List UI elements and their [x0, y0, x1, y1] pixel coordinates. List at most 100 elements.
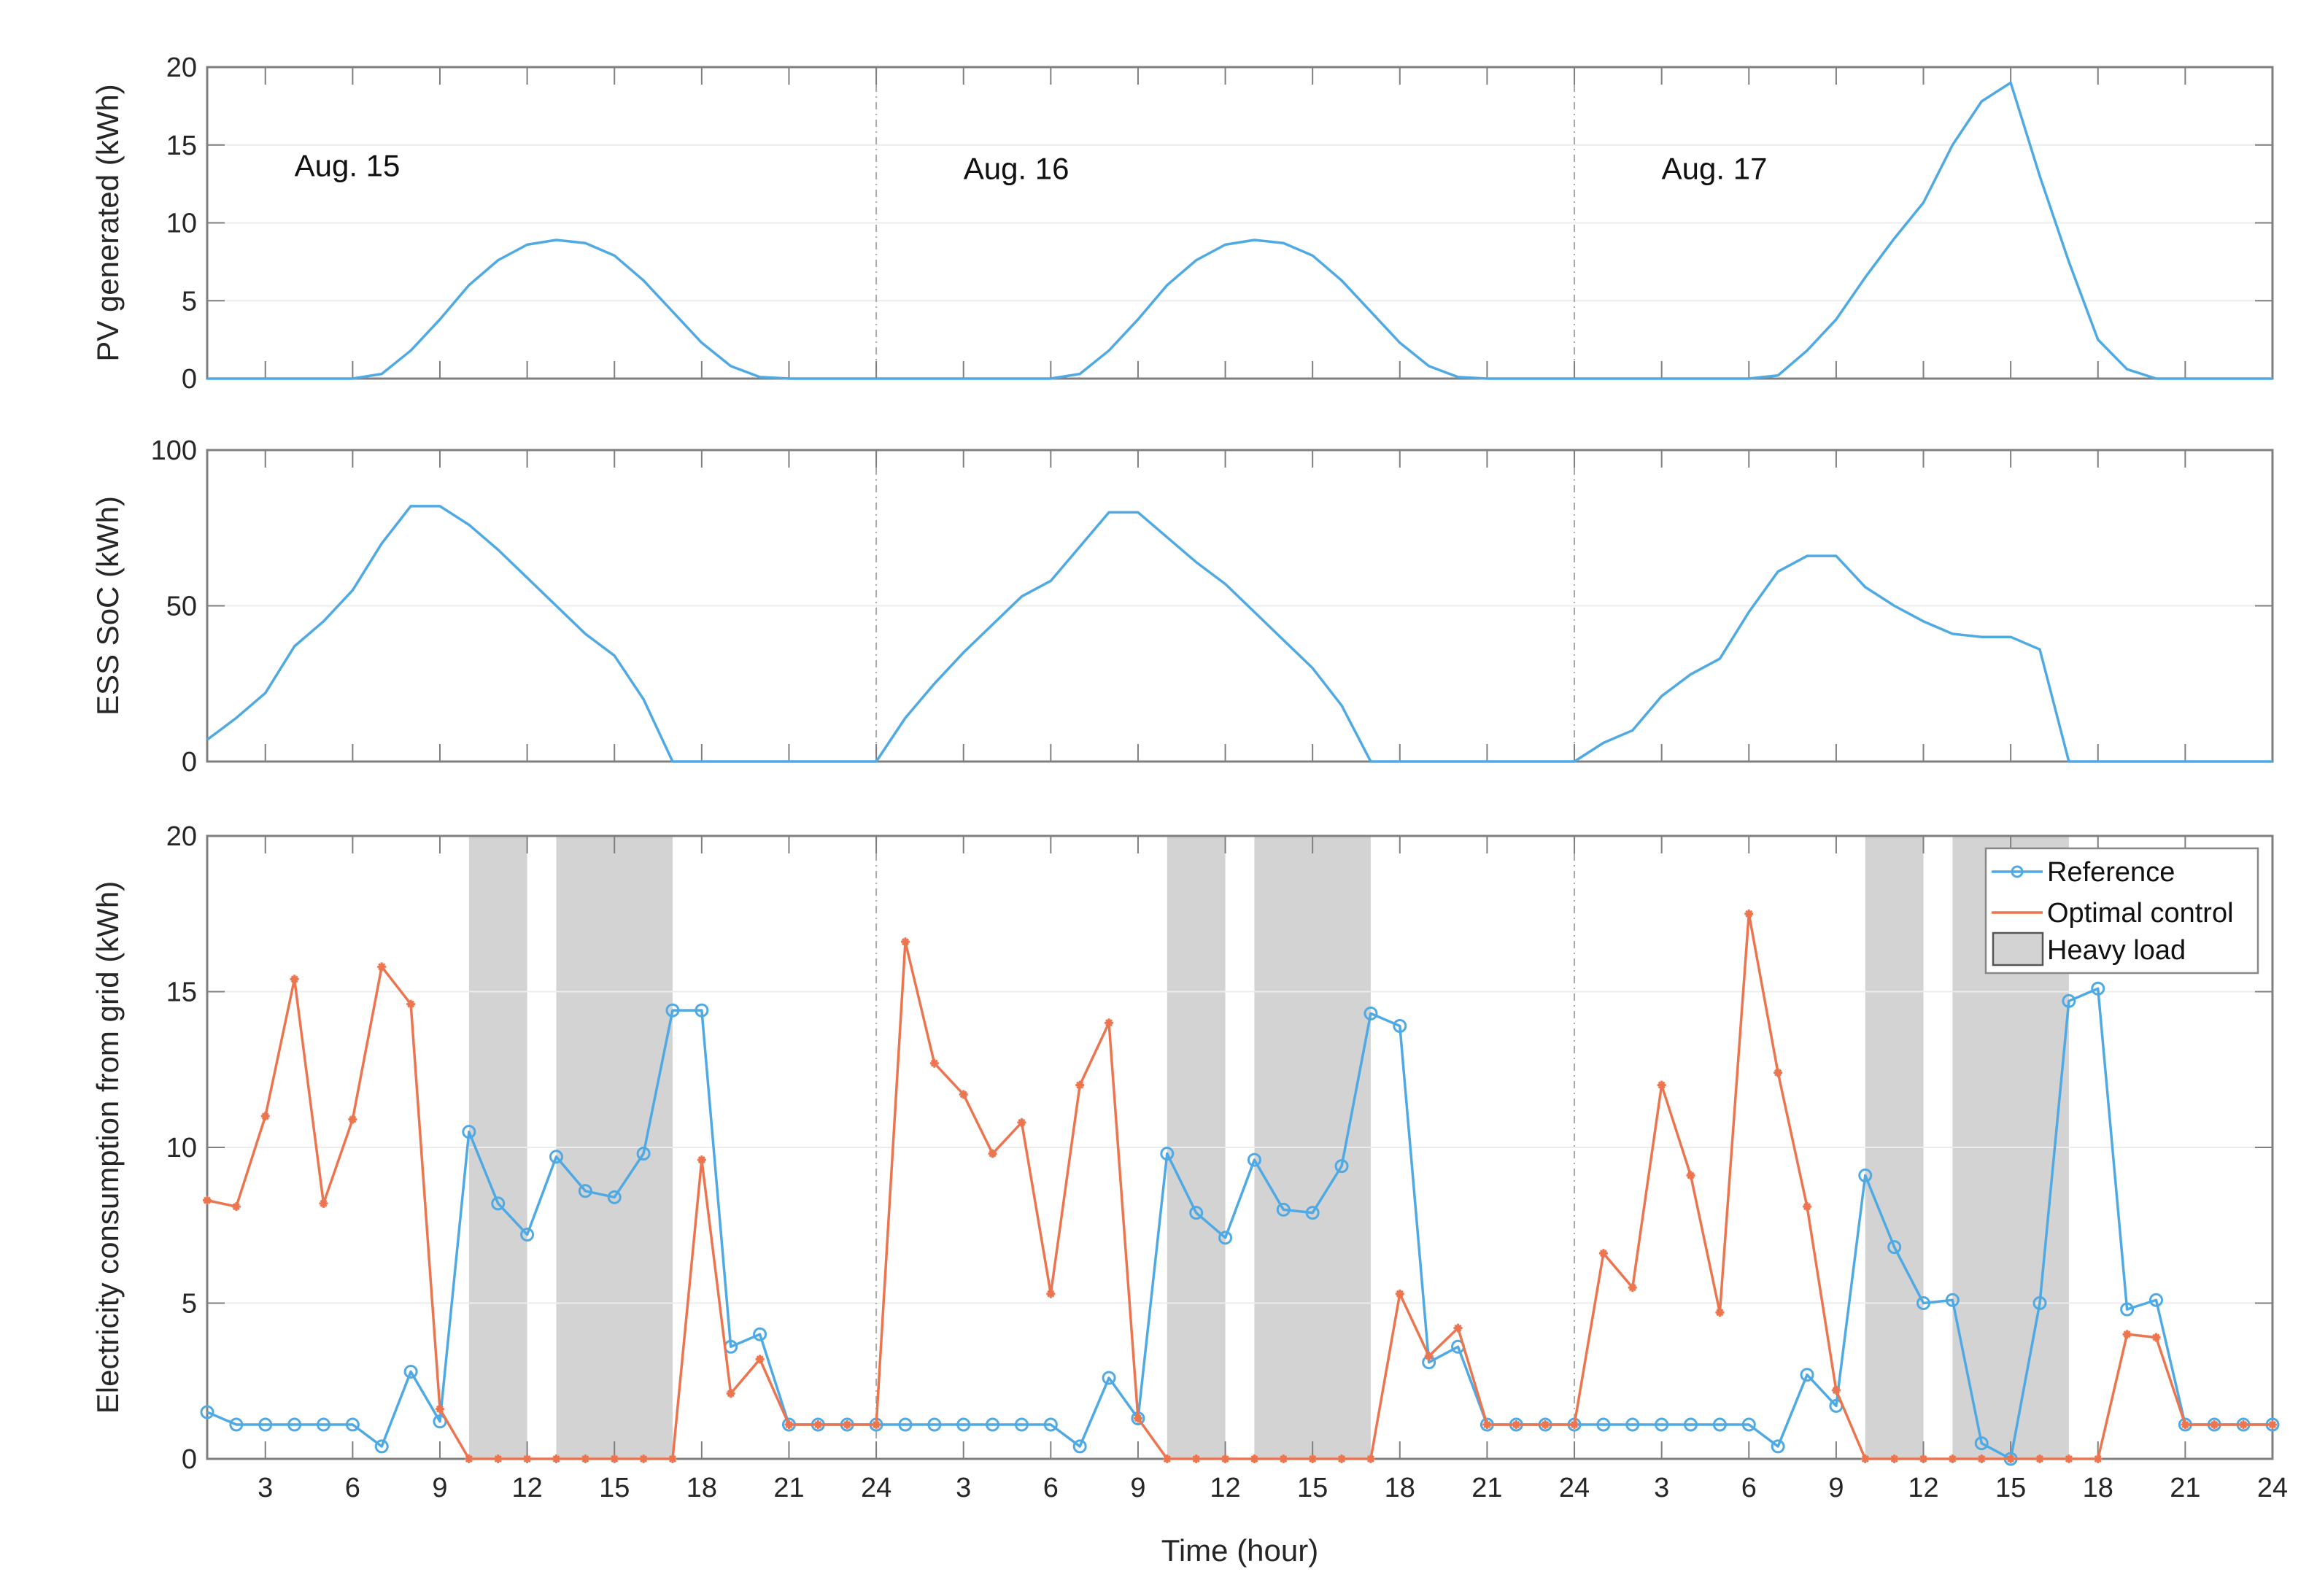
x-tick-label: 21 [2170, 1473, 2200, 1503]
reference-point [1393, 1018, 1407, 1033]
optimal-control-point [1133, 1414, 1142, 1423]
x-tick-label: 24 [1559, 1473, 1590, 1503]
optimal-control-point [1977, 1454, 1987, 1463]
optimal-control-point [1250, 1454, 1259, 1463]
reference-point [258, 1417, 273, 1432]
reference-point [1043, 1417, 1058, 1432]
subplot-3: 0 5 10 15 20 Electricity consumption from gri… [90, 821, 2288, 1568]
reference-point [578, 1184, 592, 1198]
optimal-control-point [1366, 1454, 1375, 1463]
y-tick-label: 0 [182, 1444, 197, 1475]
optimal-control-point [2268, 1420, 2277, 1430]
optimal-control-point [1831, 1386, 1841, 1395]
reference-point [1218, 1231, 1233, 1245]
reference-point [1684, 1417, 1698, 1432]
series-line-data [206, 505, 2272, 763]
optimal-control-point [1686, 1171, 1695, 1180]
y-tick-label: 0 [182, 747, 197, 778]
legend-reference-marker [2011, 865, 2024, 878]
y-tick-label: 5 [182, 286, 197, 317]
reference-point [491, 1196, 506, 1211]
reference-point [520, 1228, 535, 1242]
subplot-1: 0 5 10 15 20 PV generated (kWh) Aug. 15 Aug. 16… [90, 53, 2274, 395]
optimal-control-point [668, 1454, 677, 1463]
optimal-control-point [2239, 1420, 2248, 1430]
reference-point [956, 1417, 971, 1432]
optimal-control-point [203, 1196, 212, 1205]
reference-point [1334, 1159, 1349, 1174]
reference-point [316, 1417, 330, 1432]
x-tick-label: 6 [1043, 1473, 1059, 1503]
optimal-control-point [784, 1420, 794, 1430]
optimal-control-point [1482, 1420, 1492, 1430]
reference-point [229, 1417, 244, 1432]
optimal-control-point [1948, 1454, 1957, 1463]
optimal-control-point [1075, 1080, 1085, 1090]
reference-point [607, 1190, 622, 1204]
optimal-control-point [639, 1454, 649, 1463]
optimal-control-point [755, 1355, 765, 1364]
day-annotation: Aug. 17 [1662, 152, 1768, 186]
optimal-control-point [1279, 1454, 1288, 1463]
x-axis-label: Time (hour) [1161, 1533, 1318, 1568]
optimal-control-point [2210, 1420, 2219, 1430]
x-tick-label: 21 [1471, 1473, 1502, 1503]
x-tick-label: 15 [1995, 1473, 2026, 1503]
optimal-control-point [1628, 1283, 1637, 1293]
legend-label: Reference [2047, 857, 2175, 888]
optimal-control-point [1191, 1454, 1201, 1463]
optimal-control-point [1308, 1454, 1318, 1463]
reference-point [1771, 1439, 1785, 1454]
reference-point [2149, 1293, 2164, 1307]
reference-point [753, 1327, 767, 1341]
reference-point [2032, 1296, 2047, 1310]
x-tick-label: 15 [1297, 1473, 1328, 1503]
reference-point [1712, 1417, 1727, 1432]
x-tick-label: 18 [1385, 1473, 1415, 1503]
legend-label: Heavy load [2047, 935, 2186, 966]
optimal-control-point [1773, 1068, 1783, 1077]
x-tick-label: 6 [1741, 1473, 1757, 1503]
x-tick-label: 3 [258, 1473, 273, 1503]
optimal-control-point [377, 962, 387, 972]
optimal-control-point [2035, 1454, 2045, 1463]
legend: Reference Optimal control Heavy load [1984, 847, 2259, 975]
x-tick-label: 24 [2257, 1473, 2288, 1503]
x-tick-label: 12 [511, 1473, 542, 1503]
day-annotation: Aug. 16 [964, 152, 1069, 186]
optimal-control-point [2122, 1330, 2132, 1339]
optimal-control-point [1744, 909, 1754, 918]
x-tick-label: 15 [599, 1473, 630, 1503]
reference-point [2120, 1302, 2135, 1317]
optimal-control-point [1919, 1454, 1928, 1463]
reference-point [1916, 1296, 1931, 1310]
optimal-control-point [872, 1420, 881, 1430]
y-tick-label: 10 [166, 209, 197, 239]
optimal-control-point [697, 1155, 706, 1165]
reference-point [636, 1147, 651, 1161]
y-tick-label: 5 [182, 1289, 197, 1320]
series-line-data [207, 81, 2272, 380]
optimal-control-point [1017, 1117, 1026, 1127]
x-tick-label: 9 [1828, 1473, 1844, 1503]
series-line-optimal-control [206, 913, 2272, 1460]
reference-point [200, 1405, 214, 1419]
optimal-control-point [2064, 1454, 2073, 1463]
x-tick-label: 18 [686, 1473, 717, 1503]
y-tick-label: 50 [166, 592, 197, 622]
optimal-control-point [929, 1058, 939, 1068]
optimal-control-point [900, 937, 910, 947]
optimal-control-point [1046, 1289, 1056, 1298]
optimal-control-point [493, 1454, 503, 1463]
reference-point [1276, 1202, 1291, 1217]
optimal-control-point [1512, 1420, 1521, 1430]
y-tick-label: 20 [166, 53, 197, 83]
reference-point [1363, 1006, 1378, 1020]
optimal-control-point [1541, 1420, 1550, 1430]
optimal-control-point [843, 1420, 852, 1430]
reference-point [1655, 1417, 1669, 1432]
optimal-control-point [319, 1198, 328, 1208]
reference-point [1887, 1240, 1902, 1255]
reference-point [345, 1417, 360, 1432]
optimal-control-point [610, 1454, 619, 1463]
